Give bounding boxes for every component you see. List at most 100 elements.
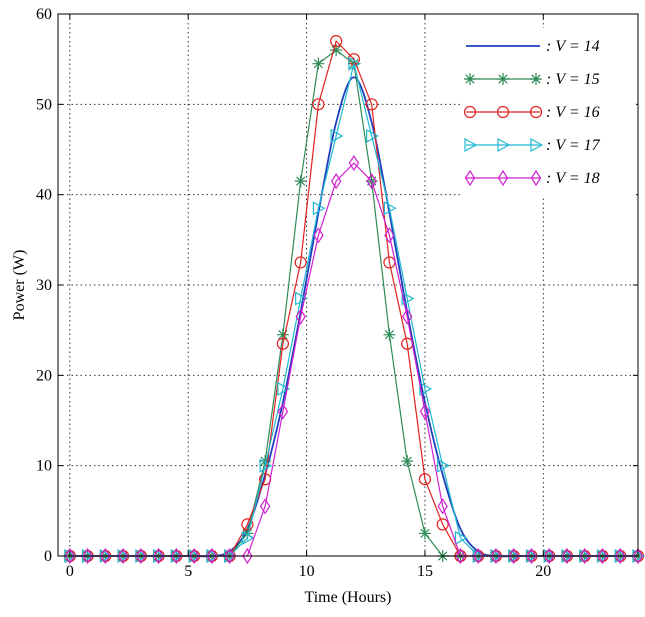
legend-label: : V = 16 bbox=[546, 104, 600, 121]
data-point bbox=[401, 291, 415, 306]
data-point bbox=[490, 547, 502, 565]
data-point bbox=[615, 547, 626, 565]
y-tick-label: 50 bbox=[36, 96, 52, 113]
data-point bbox=[348, 154, 360, 172]
data-point bbox=[277, 403, 289, 420]
data-point bbox=[383, 328, 396, 341]
legend-entry: : V = 18 bbox=[464, 169, 600, 187]
data-point bbox=[276, 337, 289, 350]
data-point bbox=[561, 547, 573, 565]
legend-marker bbox=[496, 105, 510, 119]
data-point bbox=[241, 530, 255, 545]
legend-entry: : V = 16 bbox=[463, 104, 600, 121]
data-point bbox=[135, 547, 147, 565]
legend-entry: : V = 15 bbox=[464, 71, 600, 88]
data-point bbox=[419, 381, 433, 396]
legend-label: : V = 14 bbox=[546, 38, 600, 55]
data-point bbox=[454, 530, 468, 545]
series-line bbox=[69, 162, 638, 557]
data-point bbox=[312, 201, 326, 216]
data-point bbox=[276, 328, 289, 341]
legend-marker bbox=[530, 169, 542, 187]
data-point bbox=[312, 57, 325, 70]
data-point bbox=[366, 173, 377, 190]
x-tick-label: 20 bbox=[535, 563, 551, 580]
grid bbox=[58, 14, 638, 556]
data-point bbox=[597, 547, 608, 565]
data-point bbox=[294, 175, 307, 188]
data-point bbox=[242, 547, 253, 565]
data-point bbox=[295, 291, 308, 306]
x-axis-label: Time (Hours) bbox=[305, 589, 392, 606]
legend-entry: : V = 17 bbox=[464, 137, 601, 154]
data-point bbox=[383, 201, 397, 216]
y-tick-label: 60 bbox=[36, 6, 52, 23]
data-point bbox=[206, 547, 218, 565]
data-point bbox=[64, 547, 76, 565]
legend-marker bbox=[464, 169, 476, 187]
data-point bbox=[579, 547, 590, 565]
data-point bbox=[348, 56, 362, 71]
data-point bbox=[526, 547, 537, 565]
data-point bbox=[508, 547, 519, 565]
y-tick-label: 30 bbox=[36, 277, 52, 294]
legend-marker bbox=[464, 137, 478, 153]
data-point bbox=[294, 256, 307, 269]
series-4 bbox=[64, 154, 644, 565]
data-point bbox=[241, 518, 254, 531]
legend-marker bbox=[529, 105, 543, 119]
data-point bbox=[82, 547, 93, 565]
y-axis-label: Power (W) bbox=[11, 250, 28, 321]
data-point bbox=[259, 458, 273, 473]
y-tick-label: 20 bbox=[36, 367, 52, 384]
data-point bbox=[455, 547, 466, 565]
data-point bbox=[437, 458, 450, 473]
y-tick-label: 40 bbox=[36, 187, 52, 204]
legend: : V = 14 : V = 15 : V = 16 : V = 17 : V = 18 bbox=[462, 28, 636, 197]
legend-marker bbox=[530, 137, 544, 153]
data-point bbox=[418, 473, 432, 486]
data-point bbox=[418, 527, 431, 540]
data-point bbox=[330, 34, 343, 48]
data-point bbox=[330, 128, 344, 143]
data-point bbox=[117, 547, 129, 565]
legend-label: : V = 17 bbox=[546, 137, 601, 154]
x-tick-label: 10 bbox=[299, 563, 315, 580]
x-tick-label: 5 bbox=[184, 563, 192, 580]
data-point bbox=[153, 547, 164, 565]
data-point bbox=[277, 381, 291, 396]
legend-marker bbox=[497, 73, 509, 85]
y-tick-label: 10 bbox=[36, 458, 52, 475]
data-point bbox=[632, 547, 644, 565]
data-point bbox=[401, 308, 413, 325]
legend-marker bbox=[464, 73, 476, 85]
data-point bbox=[436, 518, 449, 531]
data-point bbox=[188, 547, 200, 565]
data-point bbox=[437, 498, 448, 515]
data-point bbox=[259, 498, 271, 515]
legend-label: : V = 18 bbox=[546, 170, 600, 187]
data-point bbox=[419, 403, 431, 420]
x-tick-label: 0 bbox=[66, 563, 74, 580]
legend-marker bbox=[497, 169, 509, 187]
legend-marker bbox=[463, 105, 477, 119]
data-point bbox=[171, 547, 182, 565]
data-point bbox=[259, 455, 272, 468]
x-tick-label: 15 bbox=[417, 563, 433, 580]
data-point bbox=[366, 128, 379, 143]
axis-ticks: 0 5 10 15 20 0 10 20 30 40 50 60 bbox=[36, 6, 638, 580]
data-point bbox=[365, 98, 378, 111]
data-point bbox=[313, 227, 324, 244]
legend-marker bbox=[530, 73, 542, 85]
data-point bbox=[241, 527, 254, 540]
data-point bbox=[401, 455, 414, 468]
data-point bbox=[295, 308, 306, 325]
data-point bbox=[384, 227, 395, 244]
data-point bbox=[330, 173, 342, 190]
data-point bbox=[224, 547, 235, 565]
y-tick-label: 0 bbox=[44, 548, 52, 565]
data-point bbox=[472, 547, 484, 565]
data-point bbox=[100, 547, 111, 565]
legend-marker bbox=[497, 137, 511, 153]
